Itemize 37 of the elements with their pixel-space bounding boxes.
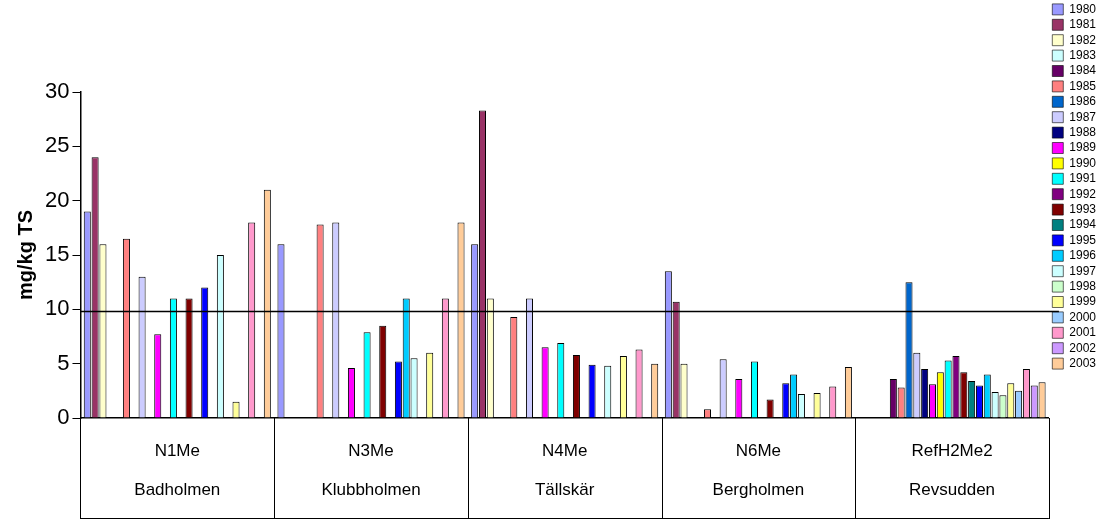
legend-label: 1989 [1069, 140, 1097, 155]
x-tick-label: RefH2Me2 Revsudden [909, 441, 996, 500]
legend-label: 2002 [1069, 340, 1097, 355]
legend-label: 1993 [1069, 201, 1097, 216]
y-tick-label: 15 [44, 241, 70, 267]
legend-label: 1997 [1069, 263, 1097, 278]
legend-label: 1994 [1069, 217, 1097, 232]
legend-label: 1990 [1069, 155, 1097, 170]
legend-label: 1983 [1069, 47, 1097, 62]
legend-label: 1984 [1069, 63, 1097, 78]
legend-label: 1982 [1069, 32, 1097, 47]
legend-label: 2001 [1069, 325, 1097, 340]
x-tick-label: N4Me Tällskär [534, 441, 595, 500]
legend-label: 1998 [1069, 278, 1097, 293]
y-tick-label: 0 [57, 404, 70, 430]
legend-label: 1981 [1069, 17, 1097, 32]
x-tick-label: N6Me Bergholmen [712, 441, 805, 500]
legend-label: 1986 [1069, 94, 1097, 109]
legend-label: 1980 [1069, 1, 1097, 16]
legend-label: 1985 [1069, 78, 1097, 93]
y-tick-label: 20 [44, 186, 70, 212]
legend-label: 1988 [1069, 124, 1097, 139]
legend-label: 1996 [1069, 248, 1097, 263]
y-axis-title: mg/kg TS [13, 209, 36, 301]
y-tick-label: 25 [44, 132, 70, 158]
y-tick-label: 10 [44, 295, 70, 321]
legend-label: 1991 [1069, 171, 1097, 186]
x-tick-label: N1Me Badholmen [134, 441, 221, 500]
y-tick-label: 30 [44, 78, 70, 104]
x-tick-label: N3Me Klubbholmen [321, 441, 421, 500]
y-tick-label: 5 [57, 349, 70, 375]
legend-label: 2003 [1069, 355, 1097, 370]
legend-label: 1999 [1069, 294, 1097, 309]
legend-label: 2000 [1069, 309, 1097, 324]
legend-label: 1987 [1069, 109, 1097, 124]
legend-label: 1995 [1069, 232, 1097, 247]
legend-label: 1992 [1069, 186, 1097, 201]
